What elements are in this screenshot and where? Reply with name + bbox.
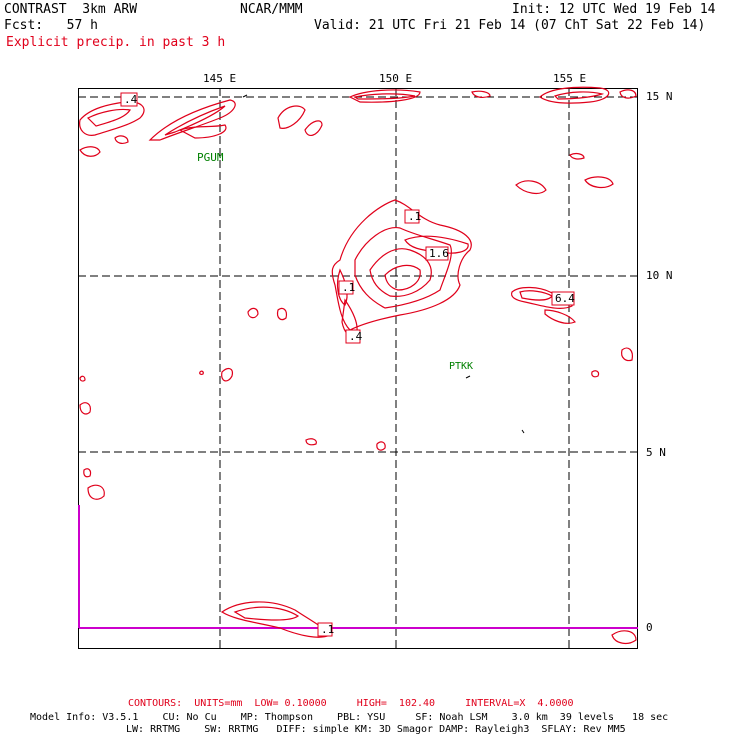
lat-label-15n: 15 N xyxy=(646,90,673,103)
station-markers xyxy=(242,94,525,434)
domain-edge xyxy=(78,505,638,629)
contour-label: .4 xyxy=(124,93,138,106)
map-frame xyxy=(78,88,638,649)
island-marker xyxy=(521,429,525,434)
contour-label: .1 xyxy=(408,210,422,223)
model-info-line1: Model Info: V3.5.1 CU: No Cu MP: Thompso… xyxy=(30,712,669,723)
contour-label: .4 xyxy=(349,330,363,343)
gridlines xyxy=(78,88,638,649)
precip-contours xyxy=(79,86,637,645)
contour-label-boxes xyxy=(120,92,575,637)
organization-label: NCAR/MMM xyxy=(240,2,303,17)
lon-label-145e: 145 E xyxy=(203,72,237,85)
contour-label: 1.6 xyxy=(429,247,449,260)
init-time: Init: 12 UTC Wed 19 Feb 14 xyxy=(512,2,716,17)
lat-label-5n: 5 N xyxy=(646,446,666,459)
model-info-line2: LW: RRTMG SW: RRTMG DIFF: simple KM: 3D … xyxy=(126,724,626,735)
contour-label: .1 xyxy=(321,623,335,636)
lon-label-150e: 150 E xyxy=(379,72,413,85)
lat-label-0: 0 xyxy=(646,621,653,634)
lon-label-155e: 155 E xyxy=(553,72,587,85)
contour-label: .1 xyxy=(342,281,356,294)
model-title: CONTRAST 3km ARW xyxy=(4,2,138,17)
island-marker-2 xyxy=(242,94,248,98)
station-ptkk: PTKK xyxy=(449,361,474,372)
contours-info: CONTOURS: UNITS=mm LOW= 0.10000 HIGH= 10… xyxy=(128,698,574,709)
forecast-hour: Fcst: 57 h xyxy=(4,18,98,33)
field-title: Explicit precip. in past 3 h xyxy=(6,35,226,50)
contour-label: 6.4 xyxy=(555,292,575,305)
lat-label-10n: 10 N xyxy=(646,269,673,282)
station-pgum: PGUM xyxy=(197,151,224,164)
valid-time: Valid: 21 UTC Fri 21 Feb 14 (07 ChT Sat … xyxy=(314,18,706,33)
ptkk-marker xyxy=(465,375,471,379)
